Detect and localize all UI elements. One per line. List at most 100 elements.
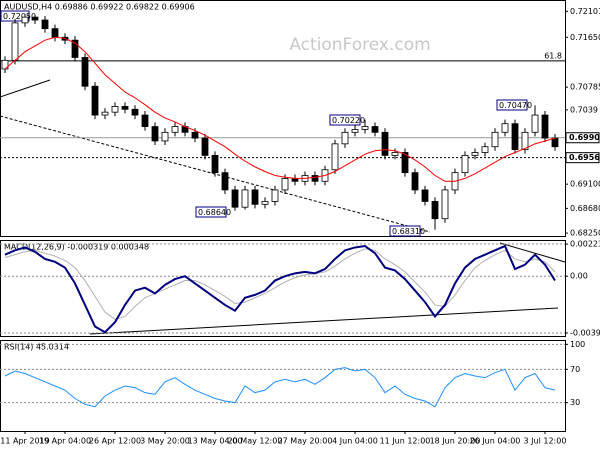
candle-body — [511, 123, 519, 151]
candle-body — [381, 131, 389, 156]
x-tick-label: 26 Jun 04:00 — [470, 437, 521, 446]
candle-body — [311, 175, 319, 182]
moving-average — [4, 36, 556, 182]
candle-body — [31, 16, 39, 21]
candle-body — [441, 189, 449, 220]
x-tick-label: 3 Jul 12:00 — [524, 437, 567, 446]
candle-body — [281, 178, 289, 191]
rsi-title: RSI(14) 45.0314 — [4, 343, 69, 352]
candle-body — [211, 154, 219, 174]
annotation: 0.70470 — [496, 99, 532, 111]
y-tick-label: -0.00395 — [570, 328, 600, 337]
candle-body — [501, 123, 509, 133]
annotation-label: 0.68640 — [198, 208, 231, 217]
candle-body — [551, 137, 559, 148]
x-tick-label: 3 May 20:00 — [140, 437, 190, 446]
x-tick-label: 26 Apr 12:00 — [89, 437, 141, 446]
candle-body — [231, 189, 239, 208]
annotation-label: 0.72050 — [3, 12, 36, 21]
y-tick-label: 0.72101 — [570, 7, 600, 16]
bid-line-box — [565, 132, 600, 144]
candle-body — [91, 85, 99, 116]
candle-body — [461, 154, 469, 174]
candle-body — [101, 111, 109, 116]
annotation-label: 0.70470 — [499, 101, 532, 110]
candle-body — [391, 152, 399, 156]
candle-body — [241, 189, 249, 208]
y-tick-label: 70 — [570, 365, 580, 374]
price-frame — [0, 0, 566, 237]
x-tick-label: 4 Jun 04:00 — [332, 437, 378, 446]
price-title: AUDUSD,H4 0.69886 0.69922 0.69822 0.6990… — [4, 3, 195, 12]
annotation-label: 0.70220 — [332, 116, 365, 125]
annotation: 0.70220 — [329, 114, 365, 126]
y-tick-label: 30 — [570, 398, 580, 407]
annotation-label: 0.68310 — [392, 227, 425, 236]
candle-body — [251, 189, 259, 205]
indicator-line — [4, 367, 556, 408]
candle-body — [531, 114, 539, 133]
candle-body — [161, 131, 169, 142]
y-tick-label: 0.70785 — [570, 83, 600, 92]
y-tick-label: 0.68680 — [570, 204, 600, 213]
candle-body — [81, 57, 89, 87]
candle-body — [491, 131, 499, 148]
candle-body — [191, 131, 199, 139]
annotation: 0.68310 — [389, 225, 425, 237]
candle-body — [261, 201, 269, 205]
annotation: 0.68640 — [195, 206, 231, 218]
y-tick-label: 0.00 — [570, 272, 588, 281]
candle-body — [121, 106, 129, 110]
candle-body — [141, 114, 149, 127]
macd-trend-line — [499, 242, 566, 263]
candle-body — [471, 152, 479, 156]
candle-body — [331, 143, 339, 171]
watermark: ActionForex.com — [289, 35, 430, 55]
candle-body — [171, 126, 179, 133]
macd-trend-line — [89, 307, 559, 335]
candle-body — [361, 126, 369, 130]
candle-body — [271, 189, 279, 202]
candle-body — [21, 16, 29, 24]
candle-body — [371, 126, 379, 133]
candle-body — [351, 129, 359, 133]
y-tick-label: 100 — [570, 340, 585, 349]
candle-body — [341, 131, 349, 145]
y-tick-label: 0.68250 — [570, 229, 600, 238]
candle-body — [11, 22, 19, 61]
candle-body — [201, 137, 209, 156]
x-tick-label: 19 Apr 04:00 — [39, 437, 91, 446]
fib-line-label: 61.8 — [544, 51, 562, 60]
candle-body — [71, 39, 79, 58]
candle-body — [151, 126, 159, 142]
macd-frame — [0, 240, 566, 337]
candle-body — [521, 131, 529, 151]
y-tick-label: 0.71650 — [570, 33, 600, 42]
x-tick-label: 11 Apr 2019 — [0, 437, 49, 446]
candle-body — [421, 189, 429, 202]
indicator-line — [4, 248, 556, 320]
support-line-box — [565, 152, 600, 164]
x-tick-label: 20 May 12:00 — [228, 437, 283, 446]
rsi-frame — [0, 340, 566, 432]
candle-body — [401, 152, 409, 174]
candle-body — [131, 108, 139, 116]
x-tick-label: 11 Jun 12:00 — [380, 437, 431, 446]
y-tick-label: 0.002237 — [570, 240, 600, 249]
x-tick-label: 27 May 20:00 — [278, 437, 333, 446]
candle-body — [481, 146, 489, 153]
y-tick-label: 0.7039 — [570, 105, 598, 114]
candle-body — [221, 172, 229, 191]
candle-body — [431, 201, 439, 220]
support-line-label: 0.69560 — [569, 153, 600, 162]
candle-body — [51, 28, 59, 38]
candle-body — [111, 106, 119, 113]
y-tick-label: 0.69100 — [570, 180, 600, 189]
candle-body — [541, 114, 549, 139]
trend-line — [0, 79, 51, 98]
macd-title: MACD(12,26,9) -0.000319 0.000348 — [4, 243, 149, 252]
x-tick-label: 18 Jun 20:00 — [430, 437, 481, 446]
candle-body — [411, 172, 419, 191]
